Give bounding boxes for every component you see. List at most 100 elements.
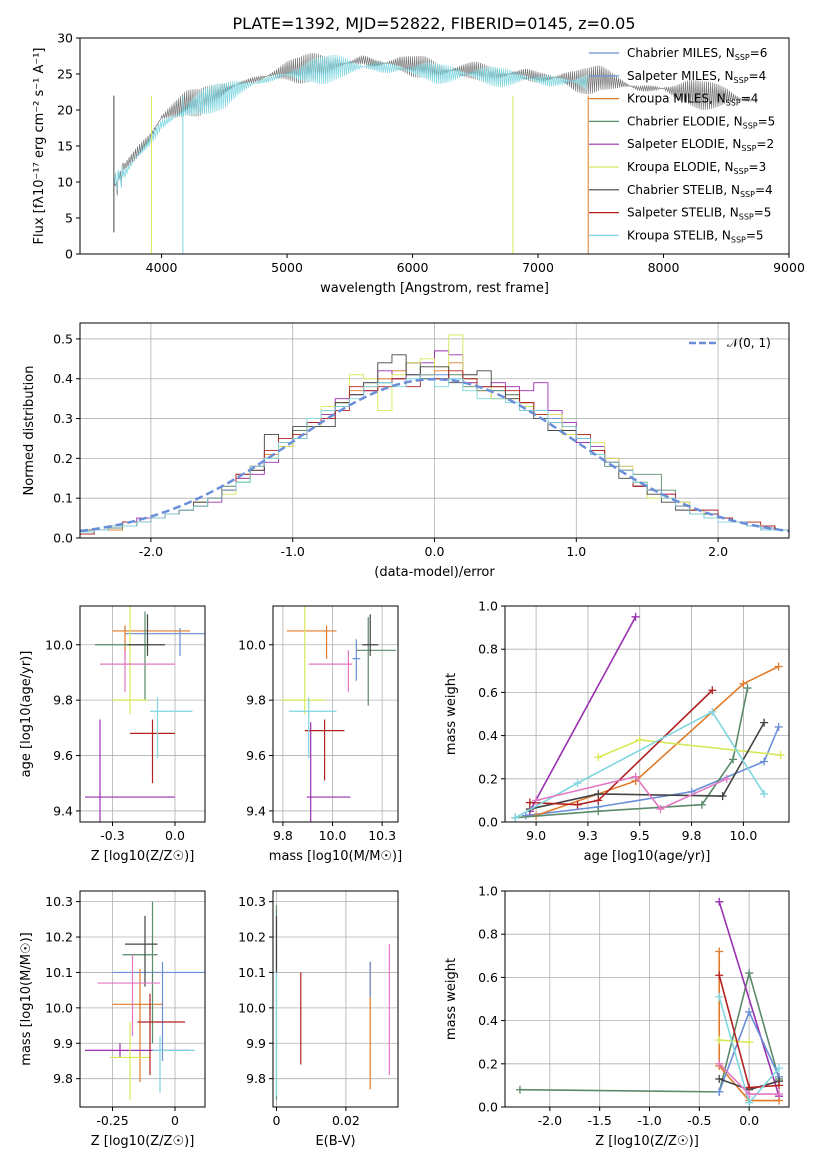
weight-marker [760,789,769,798]
x-tick-label: -1.5 [587,1113,611,1128]
legend-label: Chabrier MILES, NSSP=6 [627,46,767,62]
axes-frame [79,890,206,1108]
y-tick-label: 9.9 [53,1036,73,1051]
weight-marker [775,1090,784,1099]
legend-value: =5 [758,114,776,128]
weight-line [719,1039,750,1043]
y-tick-label: 0.3 [53,411,73,426]
legend-subscript: SSP [739,213,754,222]
legend-label: Kroupa MILES, NSSP=4 [627,92,758,108]
y-tick-label: 10.2 [45,930,73,945]
y-tick-label: 9.8 [246,693,266,708]
legend-subscript: SSP [734,76,749,85]
x-axis-label: mass [log10(M/M☉)] [269,849,402,864]
legend-subscript: SSP [740,190,755,199]
x-axis-label: Z [log10(Z/Z☉)] [91,1134,195,1149]
weight-line [514,710,765,819]
weight-line [718,901,780,1097]
axes-frame [504,890,790,1108]
weight-marker [715,1036,724,1045]
y-tick-label: 10.0 [238,1000,266,1015]
y-tick-label: 30 [57,31,73,46]
weight-marker [697,800,706,809]
histogram-step [80,354,789,538]
x-tick-label: 6000 [397,260,429,275]
legend-value: =4 [749,69,767,83]
x-tick-label: 1.0 [566,544,586,559]
y-tick-label: 0.0 [478,1100,498,1115]
x-tick-label: 9.5 [630,828,650,843]
weight-marker [745,1007,754,1016]
legend-label: Salpeter MILES, NSSP=4 [627,69,766,85]
y-tick-label: 10.3 [45,894,73,909]
x-tick-label: 9000 [773,260,805,275]
y-tick-label: 10.0 [45,637,73,652]
weight-marker [511,813,520,822]
y-tick-label: 0.4 [53,371,73,386]
weight-marker [776,751,785,760]
x-axis-label: wavelength [Angstrom, rest frame] [320,281,549,296]
weight-marker [774,722,783,731]
y-tick-label: 9.6 [246,748,266,763]
y-tick-label: 15 [57,139,73,154]
weight-line [718,951,780,1102]
axes-frame [272,890,399,1108]
weight-marker [745,1090,754,1099]
legend-value: =4 [741,92,759,106]
weight-marker [521,811,530,820]
y-tick-label: 0.6 [478,685,498,700]
weight-marker [715,947,724,956]
x-tick-label: 0 [272,1113,280,1128]
legend-label: Chabrier ELODIE, NSSP=5 [627,114,775,130]
weight-marker [631,612,640,621]
weight-marker [760,757,769,766]
legend-subscript: SSP [731,235,746,244]
axes-frame [272,605,399,823]
plot-area [280,606,397,822]
weight-marker [739,679,748,688]
y-axis-label: mass weight [444,958,459,1040]
plot-area [515,897,784,1107]
y-tick-label: 1.0 [478,884,498,899]
weight-marker [573,800,582,809]
weight-marker [743,684,752,693]
chart-spectrum: 4000 5000 6000 7000 8000 9000 0 5 10 15 20 25 30 wave… [32,31,805,297]
legend-subscript: SSP [743,121,758,130]
legend-label: Salpeter STELIB, NSSP=5 [627,206,771,222]
y-tick-label: 9.8 [53,693,73,708]
y-tick-label: 5 [65,211,73,226]
y-tick-label: 10.0 [45,1000,73,1015]
histogram-step [80,374,789,538]
legend-label: Kroupa ELODIE, NSSP=3 [627,160,766,176]
x-tick-label: 9.8 [273,828,293,843]
chart-age-vs-Z: -0.3 0.0 9.4 9.6 9.8 10.0 Z [log10(Z/Z☉)] age [… [19,605,206,864]
y-axis-label: mass [log10(M/M☉)] [19,932,34,1065]
weight-marker [525,798,534,807]
normal-curve [80,377,789,533]
weight-marker [715,1087,724,1096]
weight-marker [760,718,769,727]
weight-marker [715,897,724,906]
legend-value: =5 [746,228,764,242]
weight-marker [775,1081,784,1090]
chart-residual-distribution: -2.0 -1.0 0.0 1.0 2.0 0.0 0.1 0.2 0.3 0.4 0.5 (data… [22,322,790,580]
weight-marker [774,662,783,671]
chart-age-vs-mass: 9.8 10.0 10.3 9.4 9.6 9.8 10.0 mass [log10(M/M☉… [238,605,402,864]
weight-marker [715,992,724,1001]
y-tick-label: 10.0 [238,637,266,652]
legend-value: =5 [754,206,772,220]
x-axis-label: Z [log10(Z/Z☉)] [595,1134,699,1149]
weight-marker [635,735,644,744]
weight-marker [745,1098,754,1107]
x-axis-label: (data-model)/error [374,565,495,580]
weight-marker [729,755,738,764]
weight-marker [532,796,541,805]
axes-frame [504,605,790,823]
weight-marker [594,753,603,762]
x-tick-label: 10.3 [368,828,396,843]
legend-subscript: SSP [726,99,741,108]
y-tick-label: 0.8 [478,642,498,657]
y-tick-label: 9.8 [53,1071,73,1086]
x-tick-label: 9.8 [682,828,702,843]
weight-line [529,689,713,806]
